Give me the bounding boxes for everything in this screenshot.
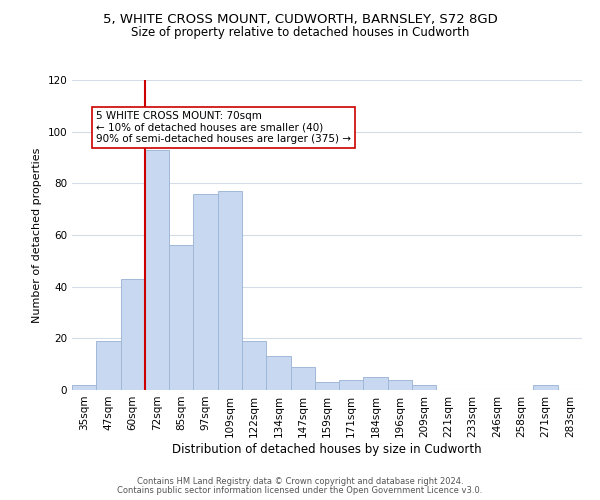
Text: Contains public sector information licensed under the Open Government Licence v3: Contains public sector information licen… bbox=[118, 486, 482, 495]
Bar bbox=[388, 380, 412, 390]
Bar bbox=[290, 367, 315, 390]
Text: 5 WHITE CROSS MOUNT: 70sqm
← 10% of detached houses are smaller (40)
90% of semi: 5 WHITE CROSS MOUNT: 70sqm ← 10% of deta… bbox=[96, 111, 351, 144]
Bar bbox=[412, 385, 436, 390]
Bar bbox=[121, 279, 145, 390]
Bar bbox=[169, 246, 193, 390]
Text: Size of property relative to detached houses in Cudworth: Size of property relative to detached ho… bbox=[131, 26, 469, 39]
Text: Contains HM Land Registry data © Crown copyright and database right 2024.: Contains HM Land Registry data © Crown c… bbox=[137, 477, 463, 486]
Bar bbox=[242, 341, 266, 390]
Bar bbox=[218, 191, 242, 390]
Bar bbox=[193, 194, 218, 390]
Bar bbox=[145, 150, 169, 390]
Bar bbox=[315, 382, 339, 390]
Y-axis label: Number of detached properties: Number of detached properties bbox=[32, 148, 42, 322]
Text: 5, WHITE CROSS MOUNT, CUDWORTH, BARNSLEY, S72 8GD: 5, WHITE CROSS MOUNT, CUDWORTH, BARNSLEY… bbox=[103, 12, 497, 26]
Bar bbox=[339, 380, 364, 390]
Bar bbox=[96, 341, 121, 390]
Bar bbox=[72, 385, 96, 390]
X-axis label: Distribution of detached houses by size in Cudworth: Distribution of detached houses by size … bbox=[172, 442, 482, 456]
Bar bbox=[533, 385, 558, 390]
Bar bbox=[364, 377, 388, 390]
Bar bbox=[266, 356, 290, 390]
